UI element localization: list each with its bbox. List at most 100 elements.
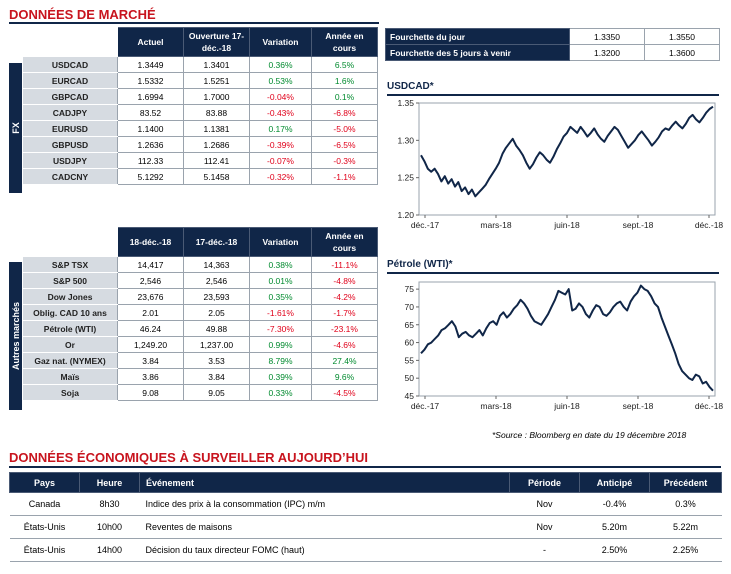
wti-x-tick-label: sept.-18 xyxy=(623,401,654,411)
economic-heure-cell: 8h30 xyxy=(79,492,140,516)
fx-actuel-cell: 1.3449 xyxy=(117,56,184,73)
wti-y-tick-label: 75 xyxy=(405,284,415,294)
other-market-row: Maïs 3.86 3.84 0.39% 9.6% xyxy=(22,368,378,385)
economic-pays-cell: États-Unis xyxy=(9,538,80,562)
other-market-annee-cell: -11.1% xyxy=(311,256,378,273)
other-market-label: Oblig. CAD 10 ans xyxy=(22,304,118,321)
usdcad-x-tick-label: déc.-18 xyxy=(695,220,723,230)
fx-actuel-cell: 5.1292 xyxy=(117,168,184,185)
other-market-variation-cell: 0.39% xyxy=(249,368,312,385)
economic-anticipe-cell: -0.4% xyxy=(579,492,650,516)
other-market-variation-cell: 0.01% xyxy=(249,272,312,289)
usdcad-x-tick-label: mars-18 xyxy=(480,220,511,230)
fx-ouverture-cell: 5.1458 xyxy=(183,168,250,185)
fx-variation-cell: 0.53% xyxy=(249,72,312,89)
economic-pays-cell: Canada xyxy=(9,492,80,516)
range-day-high: 1.3550 xyxy=(644,28,720,45)
fx-annee-cell: -5.0% xyxy=(311,120,378,137)
wti-title-rule xyxy=(387,272,719,274)
fx-variation-cell: 0.36% xyxy=(249,56,312,73)
other-header-date1: 18-déc.-18 xyxy=(117,227,184,257)
wti-chart: 45 50 55 60 65 70 75 déc.-17 mars-18 juin-18 sept.… xyxy=(405,281,723,411)
fx-variation-cell: -0.39% xyxy=(249,136,312,153)
usdcad-x-tick-label: juin-18 xyxy=(553,220,580,230)
economic-periode-cell: Nov xyxy=(509,515,580,539)
economic-table-body: Canada 8h30 Indice des prix à la consommat… xyxy=(9,492,722,562)
other-market-variation-cell: 0.38% xyxy=(249,256,312,273)
economic-title-part2: AUJOURD’HUI xyxy=(277,450,369,465)
economic-periode-cell: Nov xyxy=(509,492,580,516)
fx-variation-cell: -0.43% xyxy=(249,104,312,121)
usdcad-y-tick-label: 1.25 xyxy=(397,173,414,183)
wti-chart-title: Pétrole (WTI)* xyxy=(387,259,453,270)
other-market-row: S&P TSX 14,417 14,363 0.38% -11.1% xyxy=(22,256,378,273)
economic-header-pays: Pays xyxy=(9,472,80,493)
wti-x-tick-label: déc.-18 xyxy=(695,401,723,411)
economic-row: États-Unis 10h00 Reventes de maisons Nov 5.2… xyxy=(9,515,722,539)
fx-sidebar: FX xyxy=(9,63,22,193)
fx-ouverture-cell: 112.41 xyxy=(183,152,250,169)
range-table: Fourchette du jour 1.3350 1.3550 Fourche… xyxy=(385,28,720,61)
fx-row: CADJPY 83.52 83.88 -0.43% -6.8% xyxy=(22,104,378,121)
other-market-variation-cell: 0.33% xyxy=(249,384,312,401)
other-header-date2: 17-déc.-18 xyxy=(183,227,250,257)
other-market-date2-cell: 23,593 xyxy=(183,288,250,305)
economic-periode-cell: - xyxy=(509,538,580,562)
fx-pair-label: USDCAD xyxy=(22,56,118,73)
range-five-high: 1.3600 xyxy=(644,44,720,61)
range-day-low: 1.3350 xyxy=(569,28,645,45)
wti-x-tick-label: déc.-17 xyxy=(411,401,440,411)
economic-header-heure: Heure xyxy=(79,472,140,493)
economic-anticipe-cell: 2.50% xyxy=(579,538,650,562)
other-market-date1-cell: 1,249.20 xyxy=(117,336,184,353)
fx-annee-cell: -6.5% xyxy=(311,136,378,153)
wti-y-tick-label: 60 xyxy=(405,338,415,348)
other-market-date1-cell: 2,546 xyxy=(117,272,184,289)
other-market-date2-cell: 2.05 xyxy=(183,304,250,321)
other-market-annee-cell: -4.8% xyxy=(311,272,378,289)
fx-ouverture-cell: 83.88 xyxy=(183,104,250,121)
other-market-annee-cell: -4.2% xyxy=(311,288,378,305)
range-five-row: Fourchette des 5 jours à venir 1.3200 1.… xyxy=(385,44,720,61)
fx-header-blank xyxy=(22,27,118,57)
economic-precedent-cell: 2.25% xyxy=(649,538,722,562)
other-market-annee-cell: -4.5% xyxy=(311,384,378,401)
other-market-date2-cell: 3.53 xyxy=(183,352,250,369)
other-market-row: Soja 9.08 9.05 0.33% -4.5% xyxy=(22,384,378,401)
wti-y-tick-label: 50 xyxy=(405,373,415,383)
wti-y-tick-label: 55 xyxy=(405,355,415,365)
usdcad-y-tick-label: 1.35 xyxy=(397,98,414,108)
other-market-label: Gaz nat. (NYMEX) xyxy=(22,352,118,369)
other-market-date1-cell: 3.86 xyxy=(117,368,184,385)
range-day-label: Fourchette du jour xyxy=(385,28,570,45)
fx-annee-cell: -0.3% xyxy=(311,152,378,169)
market-section-title: DONNÉES DE MARCHÉ xyxy=(9,7,156,22)
other-market-row: Gaz nat. (NYMEX) 3.84 3.53 8.79% 27.4% xyxy=(22,352,378,369)
economic-header-precedent: Précédent xyxy=(649,472,722,493)
other-market-date1-cell: 23,676 xyxy=(117,288,184,305)
other-market-annee-cell: 27.4% xyxy=(311,352,378,369)
economic-header-evenement: Événement xyxy=(139,472,510,493)
fx-pair-label: EURUSD xyxy=(22,120,118,137)
fx-ouverture-cell: 1.1381 xyxy=(183,120,250,137)
economic-precedent-cell: 0.3% xyxy=(649,492,722,516)
usdcad-y-tick-label: 1.30 xyxy=(397,135,414,145)
other-market-label: Soja xyxy=(22,384,118,401)
fx-header-variation: Variation xyxy=(249,27,312,57)
fx-ouverture-cell: 1.5251 xyxy=(183,72,250,89)
other-market-variation-cell: 0.99% xyxy=(249,336,312,353)
fx-pair-label: GBPCAD xyxy=(22,88,118,105)
fx-variation-cell: -0.32% xyxy=(249,168,312,185)
fx-header-actuel: Actuel xyxy=(117,27,184,57)
market-title-rule xyxy=(9,22,379,24)
range-day-row: Fourchette du jour 1.3350 1.3550 xyxy=(385,28,720,45)
fx-pair-label: USDJPY xyxy=(22,152,118,169)
source-note: *Source : Bloomberg en date du 19 décemb… xyxy=(492,430,687,440)
other-market-date1-cell: 2.01 xyxy=(117,304,184,321)
fx-annee-cell: 6.5% xyxy=(311,56,378,73)
other-markets-table: 18-déc.-18 17-déc.-18 Variation Année en… xyxy=(22,227,378,401)
wti-y-tick-label: 65 xyxy=(405,320,415,330)
economic-header-anticipe: Anticipé xyxy=(579,472,650,493)
fx-table-body: USDCAD 1.3449 1.3401 0.36% 6.5% EURCAD 1.5332 1… xyxy=(22,56,378,185)
economic-precedent-cell: 5.22m xyxy=(649,515,722,539)
